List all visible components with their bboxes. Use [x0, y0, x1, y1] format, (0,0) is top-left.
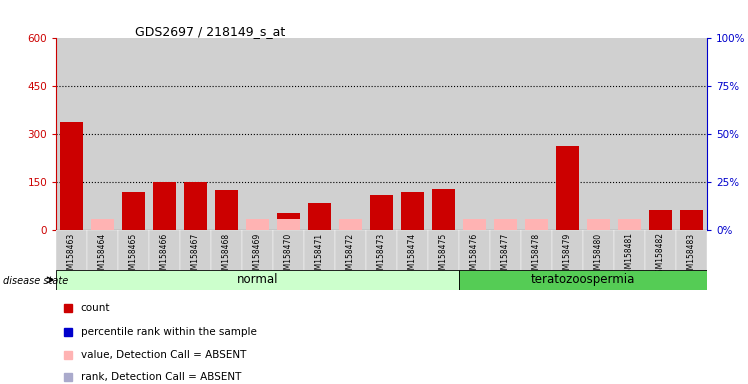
- Bar: [552, 230, 583, 271]
- Text: rank, Detection Call = ABSENT: rank, Detection Call = ABSENT: [81, 372, 241, 382]
- Text: teratozoospermia: teratozoospermia: [531, 273, 635, 286]
- Text: GSM158471: GSM158471: [315, 232, 324, 278]
- Bar: [494, 219, 517, 230]
- Bar: [118, 230, 149, 271]
- Bar: [428, 230, 459, 271]
- Bar: [586, 219, 610, 230]
- Bar: [304, 38, 335, 230]
- Bar: [459, 38, 490, 230]
- Bar: [339, 219, 362, 230]
- Bar: [397, 38, 428, 230]
- Text: GSM158469: GSM158469: [253, 232, 262, 279]
- Bar: [122, 192, 145, 230]
- Bar: [614, 38, 645, 230]
- Bar: [153, 182, 177, 230]
- Bar: [649, 210, 672, 230]
- Bar: [583, 230, 614, 271]
- Text: GSM158470: GSM158470: [284, 232, 293, 279]
- Text: GSM158479: GSM158479: [563, 232, 572, 279]
- Text: disease state: disease state: [3, 276, 68, 286]
- Bar: [459, 270, 723, 290]
- Bar: [215, 190, 238, 230]
- Bar: [366, 230, 397, 271]
- Bar: [397, 230, 428, 271]
- Bar: [680, 210, 703, 230]
- Bar: [211, 230, 242, 271]
- Bar: [91, 219, 114, 230]
- Bar: [180, 230, 211, 271]
- Text: GSM158463: GSM158463: [67, 232, 76, 279]
- Text: GSM158466: GSM158466: [160, 232, 169, 279]
- Text: GSM158481: GSM158481: [625, 232, 634, 278]
- Bar: [428, 38, 459, 230]
- Bar: [211, 38, 242, 230]
- Bar: [370, 195, 393, 230]
- Bar: [60, 122, 83, 230]
- Bar: [432, 189, 455, 230]
- Text: GSM158476: GSM158476: [470, 232, 479, 279]
- Bar: [87, 230, 118, 271]
- Bar: [614, 230, 645, 271]
- Bar: [335, 230, 366, 271]
- Bar: [242, 230, 273, 271]
- Text: GSM158473: GSM158473: [377, 232, 386, 279]
- Bar: [273, 38, 304, 230]
- Bar: [277, 219, 300, 230]
- Text: GSM158474: GSM158474: [408, 232, 417, 279]
- Bar: [308, 203, 331, 230]
- Bar: [463, 219, 486, 230]
- Bar: [56, 38, 87, 230]
- Text: GSM158478: GSM158478: [532, 232, 541, 278]
- Bar: [56, 270, 459, 290]
- Text: GSM158483: GSM158483: [687, 232, 696, 278]
- Text: GSM158475: GSM158475: [439, 232, 448, 279]
- Bar: [490, 230, 521, 271]
- Bar: [180, 38, 211, 230]
- Bar: [556, 146, 579, 230]
- Text: GSM158480: GSM158480: [594, 232, 603, 278]
- Bar: [149, 38, 180, 230]
- Bar: [118, 38, 149, 230]
- Text: GSM158464: GSM158464: [98, 232, 107, 279]
- Text: GSM158465: GSM158465: [129, 232, 138, 279]
- Bar: [618, 219, 641, 230]
- Bar: [401, 192, 424, 230]
- Text: GSM158468: GSM158468: [222, 232, 231, 278]
- Bar: [87, 38, 118, 230]
- Text: value, Detection Call = ABSENT: value, Detection Call = ABSENT: [81, 349, 246, 359]
- Text: GDS2697 / 218149_s_at: GDS2697 / 218149_s_at: [135, 25, 285, 38]
- Bar: [304, 230, 335, 271]
- Bar: [645, 230, 676, 271]
- Text: normal: normal: [237, 273, 278, 286]
- Bar: [676, 38, 707, 230]
- Bar: [525, 219, 548, 230]
- Text: GSM158472: GSM158472: [346, 232, 355, 278]
- Text: count: count: [81, 303, 110, 313]
- Bar: [676, 230, 707, 271]
- Text: percentile rank within the sample: percentile rank within the sample: [81, 328, 257, 338]
- Bar: [184, 182, 207, 230]
- Bar: [521, 230, 552, 271]
- Bar: [277, 213, 300, 230]
- Bar: [645, 38, 676, 230]
- Bar: [366, 38, 397, 230]
- Bar: [246, 219, 269, 230]
- Bar: [149, 230, 180, 271]
- Text: GSM158467: GSM158467: [191, 232, 200, 279]
- Bar: [583, 38, 614, 230]
- Bar: [459, 230, 490, 271]
- Bar: [273, 230, 304, 271]
- Bar: [552, 38, 583, 230]
- Bar: [242, 38, 273, 230]
- Bar: [335, 38, 366, 230]
- Text: GSM158482: GSM158482: [656, 232, 665, 278]
- Bar: [56, 230, 87, 271]
- Bar: [490, 38, 521, 230]
- Text: GSM158477: GSM158477: [501, 232, 510, 279]
- Bar: [521, 38, 552, 230]
